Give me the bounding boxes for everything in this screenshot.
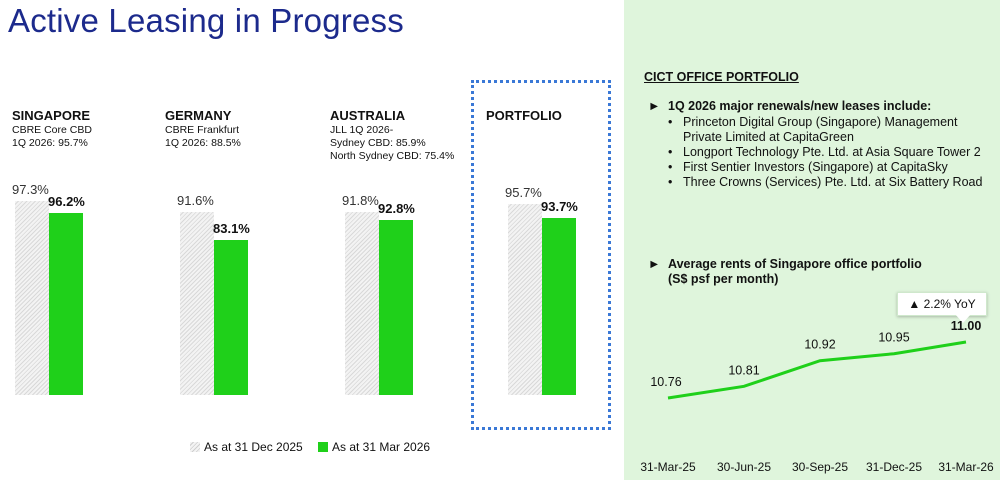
rent-line-chart: 10.76 10.81 10.92 10.95 11.00 31-Mar-25 30-Jun…	[640, 320, 994, 474]
bullet-renewals: ► 1Q 2026 major renewals/new leases inclu…	[648, 99, 931, 114]
rent-data-label: 10.76	[650, 375, 681, 389]
arrow-bullet-icon: ►	[648, 99, 661, 113]
portfolio-highlight-box	[471, 80, 611, 430]
lease-item: Longport Technology Pte. Ltd. at Asia Sq…	[668, 145, 988, 160]
value-curr-germany: 83.1%	[213, 220, 250, 236]
value-curr-australia: 92.8%	[378, 201, 415, 217]
value-prev-germany: 91.6%	[177, 193, 214, 209]
lease-list: Princeton Digital Group (Singapore) Mana…	[668, 115, 988, 190]
rent-series-line	[667, 340, 967, 400]
x-tick-label: 31-Mar-26	[938, 460, 994, 474]
bar-curr-singapore	[49, 213, 83, 395]
bar-curr-germany	[214, 239, 248, 395]
rent-data-label: 10.92	[804, 338, 835, 352]
legend-curr: As at 31 Mar 2026	[318, 440, 430, 454]
legend-swatch-curr	[318, 442, 328, 452]
legend-swatch-prev	[190, 442, 200, 452]
x-tick-label: 31-Mar-25	[640, 460, 696, 474]
lease-item: Princeton Digital Group (Singapore) Mana…	[668, 115, 988, 145]
legend-label-prev: As at 31 Dec 2025	[204, 440, 303, 454]
bar-prev-germany	[180, 212, 214, 395]
legend-label-curr: As at 31 Mar 2026	[332, 440, 431, 454]
lease-item: First Sentier Investors (Singapore) at C…	[668, 160, 988, 175]
rent-data-label: 10.81	[728, 363, 759, 377]
bullet-renewals-text: 1Q 2026 major renewals/new leases includ…	[668, 99, 932, 113]
right-panel	[624, 0, 1000, 480]
x-tick-label: 31-Dec-25	[866, 460, 922, 474]
bar-curr-australia	[379, 220, 413, 395]
region-name-singapore: SINGAPORE	[12, 108, 91, 123]
rent-data-label: 11.00	[951, 320, 982, 333]
bullet-rents-text: Average rents of Singapore office portfo…	[668, 257, 922, 271]
rent-data-label: 10.95	[878, 331, 909, 345]
bullet-rents: ► Average rents of Singapore office portf…	[648, 257, 922, 287]
yoy-callout: ▲ 2.2% YoY	[897, 292, 987, 316]
value-prev-singapore: 97.3%	[12, 182, 49, 197]
value-prev-portfolio: 95.7%	[505, 185, 542, 201]
region-name-australia: AUSTRALIA	[330, 108, 406, 123]
value-prev-australia: 91.8%	[342, 193, 379, 209]
region-sub-singapore: CBRE Core CBD 1Q 2026: 95.7%	[12, 124, 92, 149]
x-tick-label: 30-Jun-25	[717, 460, 771, 474]
region-name-germany: GERMANY	[165, 108, 232, 123]
bar-prev-portfolio	[508, 204, 542, 395]
page-title: Active Leasing in Progress	[8, 2, 404, 39]
bar-prev-singapore	[15, 201, 49, 395]
value-curr-portfolio: 93.7%	[541, 199, 578, 215]
region-sub-australia: JLL 1Q 2026- Sydney CBD: 85.9% North Syd…	[330, 124, 455, 162]
yoy-callout-tail	[955, 314, 971, 323]
legend-prev: As at 31 Dec 2025	[190, 440, 303, 454]
bar-curr-portfolio	[542, 218, 576, 395]
value-curr-singapore: 96.2%	[48, 194, 85, 210]
lease-item: Three Crowns (Services) Pte. Ltd. at Six…	[668, 175, 988, 190]
bar-prev-australia	[345, 212, 379, 395]
region-name-portfolio: PORTFOLIO	[486, 108, 562, 123]
portfolio-heading: CICT OFFICE PORTFOLIO	[644, 70, 799, 84]
arrow-bullet-icon: ►	[648, 257, 661, 271]
x-tick-label: 30-Sep-25	[792, 460, 848, 474]
region-sub-germany: CBRE Frankfurt 1Q 2026: 88.5%	[165, 124, 241, 149]
bullet-rents-unit: (S$ psf per month)	[668, 272, 779, 286]
